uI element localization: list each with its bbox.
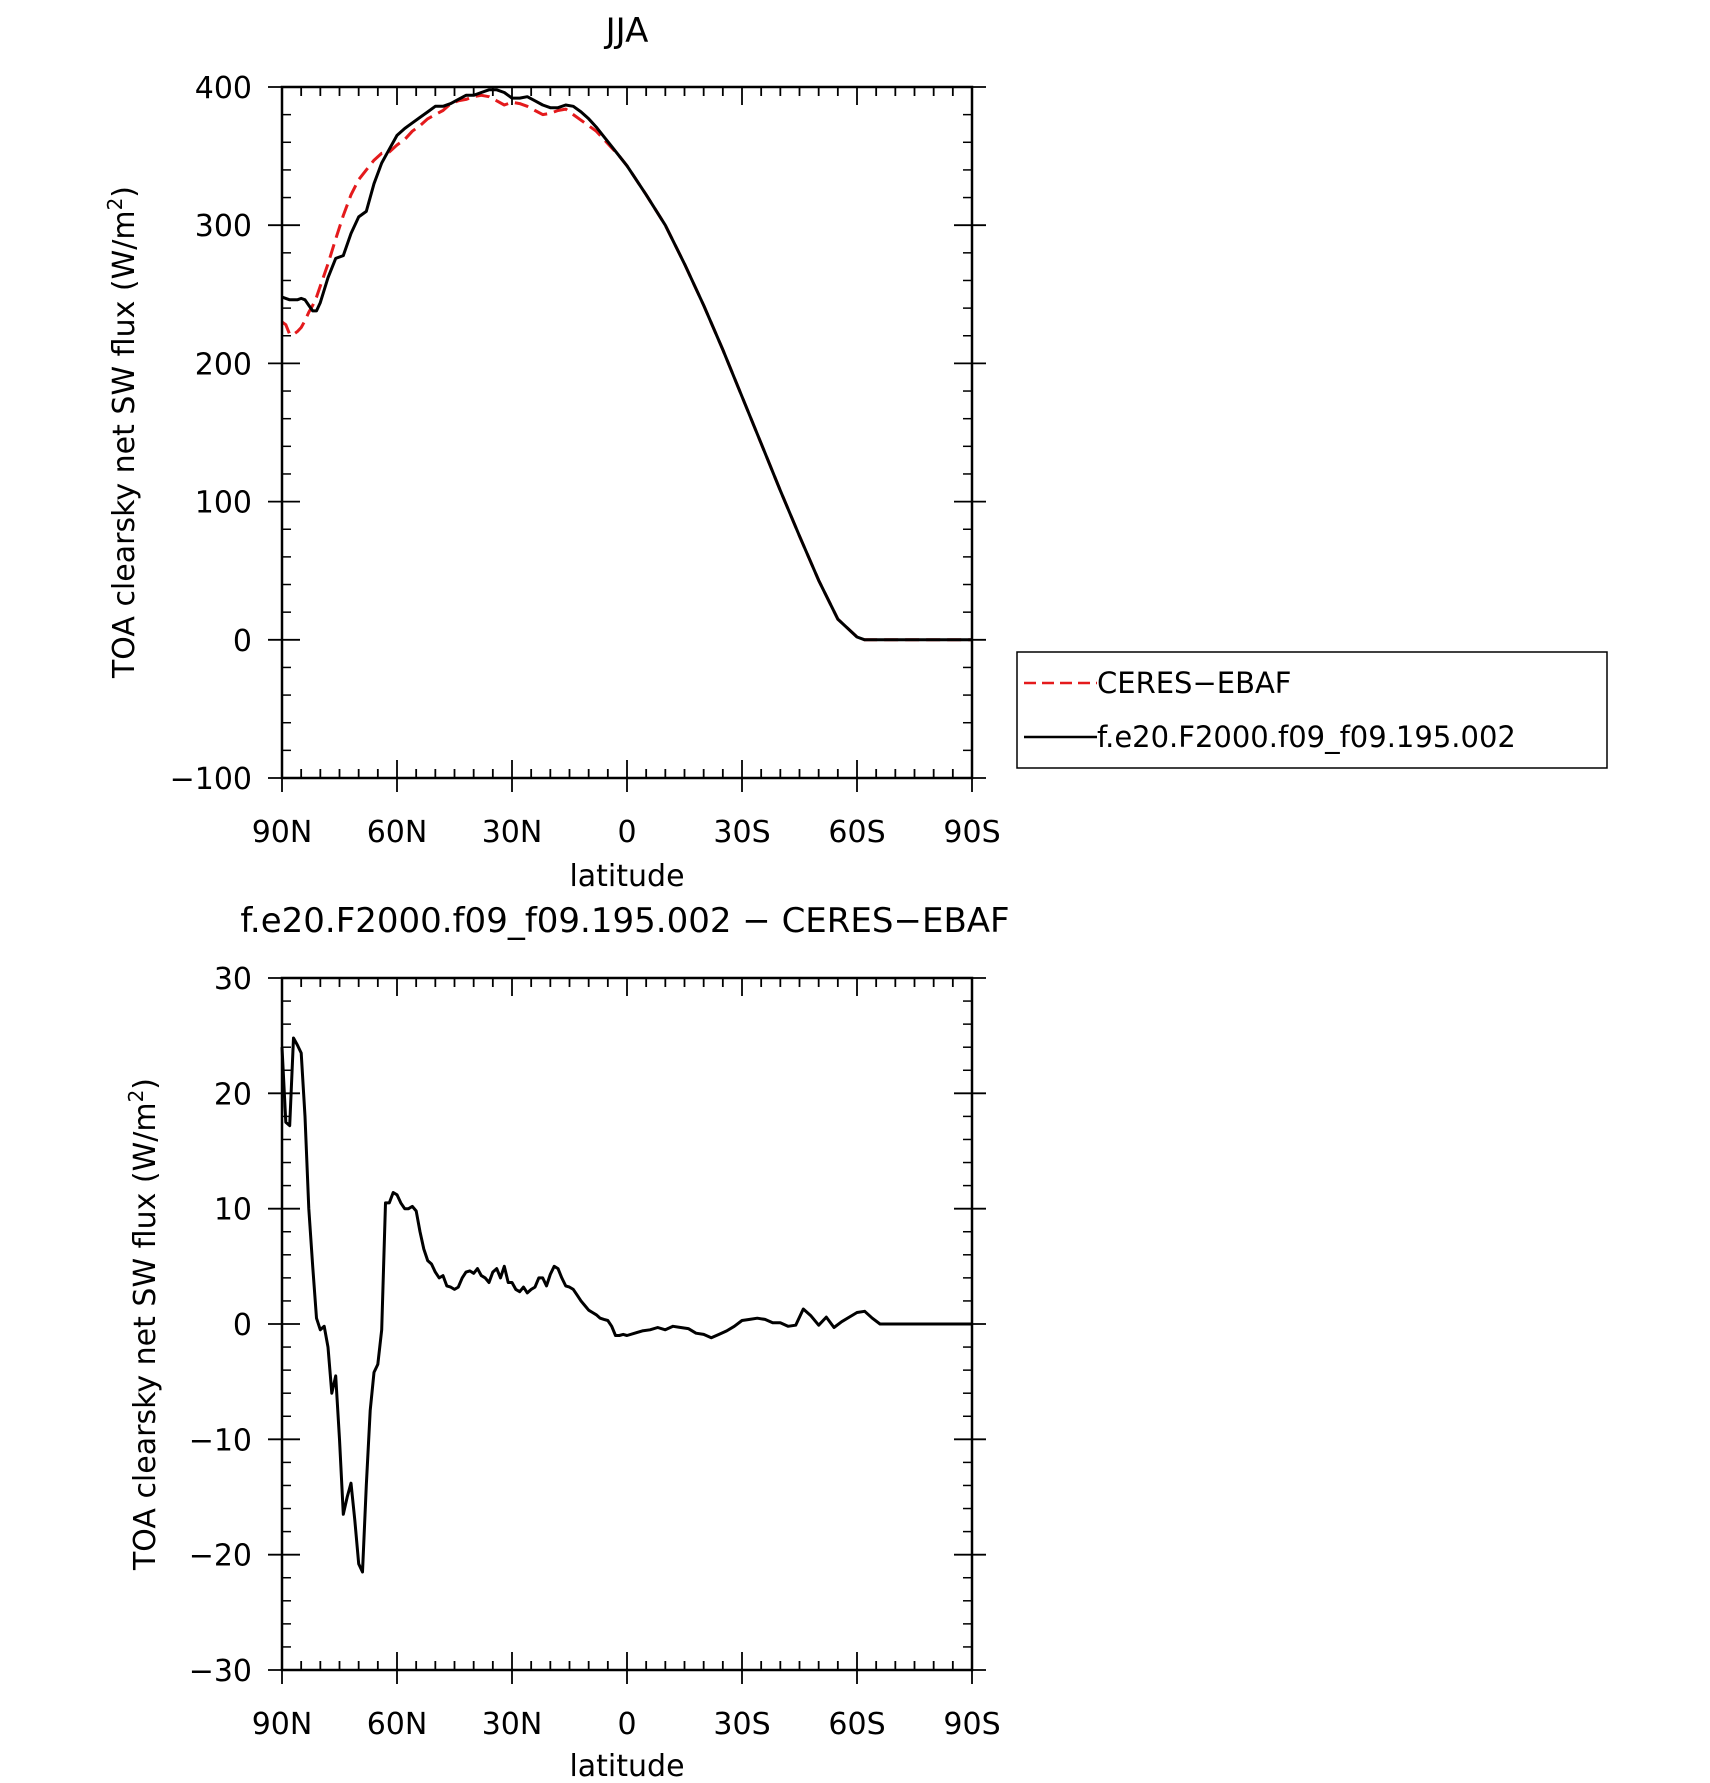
y-tick-label: 20	[214, 1077, 252, 1112]
top-panel: JJA 90N 60N 30N 0 30S 60S 90S −100 0 100 200 300 40…	[103, 11, 1608, 894]
x-tick-label: 60N	[367, 815, 428, 850]
top-tick-marks	[268, 86, 986, 792]
bottom-y-axis-label-main: TOA clearsky net SW flux (W/m	[128, 1102, 163, 1571]
x-tick-label: 90S	[943, 1707, 1000, 1742]
bottom-y-axis-label-end: )	[128, 1078, 163, 1090]
y-tick-label: −100	[170, 762, 252, 797]
series-line-f-e20-f2000-f09-f09-195-002	[281, 88, 972, 642]
y-tick-label: 200	[195, 347, 252, 382]
x-tick-label: 90S	[943, 815, 1000, 850]
x-tick-label: 60N	[367, 1707, 428, 1742]
top-y-tick-labels: −100 0 100 200 300 400	[170, 71, 252, 797]
legend-label-model: f.e20.F2000.f09_f09.195.002	[1097, 720, 1516, 754]
y-tick-label: −20	[189, 1539, 252, 1574]
y-tick-label: 0	[233, 624, 252, 659]
series-line-difference	[280, 1036, 972, 1574]
bottom-tick-marks	[268, 977, 986, 1684]
y-tick-label: 400	[195, 71, 252, 106]
x-tick-label: 90N	[252, 815, 313, 850]
legend: CERES−EBAF f.e20.F2000.f09_f09.195.002	[1016, 651, 1608, 769]
bottom-series-lines	[280, 1036, 972, 1574]
y-tick-label: 30	[214, 962, 252, 997]
x-tick-label: 0	[617, 815, 636, 850]
top-plot-frame	[280, 85, 974, 780]
y-tick-label: 300	[195, 209, 252, 244]
x-tick-label: 30N	[482, 1707, 543, 1742]
x-tick-label: 30N	[482, 815, 543, 850]
bottom-plot-frame	[280, 976, 974, 1672]
y-tick-label: 100	[195, 486, 252, 521]
top-x-tick-labels: 90N 60N 30N 0 30S 60S 90S	[252, 815, 1001, 850]
bottom-y-axis-label: TOA clearsky net SW flux (W/m2)	[124, 1078, 163, 1571]
top-series-lines	[281, 88, 972, 642]
x-tick-label: 30S	[713, 815, 770, 850]
top-y-axis-label-end: )	[107, 186, 142, 198]
x-tick-label: 30S	[713, 1707, 770, 1742]
bottom-chart-title: f.e20.F2000.f09_f09.195.002 − CERES−EBAF	[240, 901, 1009, 941]
y-tick-label: −10	[189, 1423, 252, 1458]
bottom-y-axis-label-sup: 2	[124, 1090, 148, 1103]
bottom-x-axis-label: latitude	[569, 1749, 684, 1783]
top-y-axis-label-main: TOA clearsky net SW flux (W/m	[107, 210, 142, 679]
bottom-y-tick-labels: −30 −20 −10 0 10 20 30	[189, 962, 252, 1689]
x-tick-label: 90N	[252, 1707, 313, 1742]
y-tick-label: 10	[214, 1193, 252, 1228]
legend-box	[1016, 651, 1608, 769]
bottom-x-tick-labels: 90N 60N 30N 0 30S 60S 90S	[252, 1707, 1001, 1742]
x-tick-label: 60S	[828, 815, 885, 850]
top-y-axis-label: TOA clearsky net SW flux (W/m2)	[103, 186, 142, 679]
top-chart-title: JJA	[604, 11, 649, 51]
y-tick-label: 0	[233, 1308, 252, 1343]
legend-label-ceres: CERES−EBAF	[1097, 666, 1292, 700]
top-y-axis-label-sup: 2	[103, 198, 127, 211]
y-tick-label: −30	[189, 1654, 252, 1689]
bottom-panel: f.e20.F2000.f09_f09.195.002 − CERES−EBAF…	[124, 901, 1010, 1783]
top-x-axis-label: latitude	[569, 859, 684, 894]
series-line-ceres-ebaf	[281, 93, 972, 642]
x-tick-label: 60S	[828, 1707, 885, 1742]
x-tick-label: 0	[617, 1707, 636, 1742]
